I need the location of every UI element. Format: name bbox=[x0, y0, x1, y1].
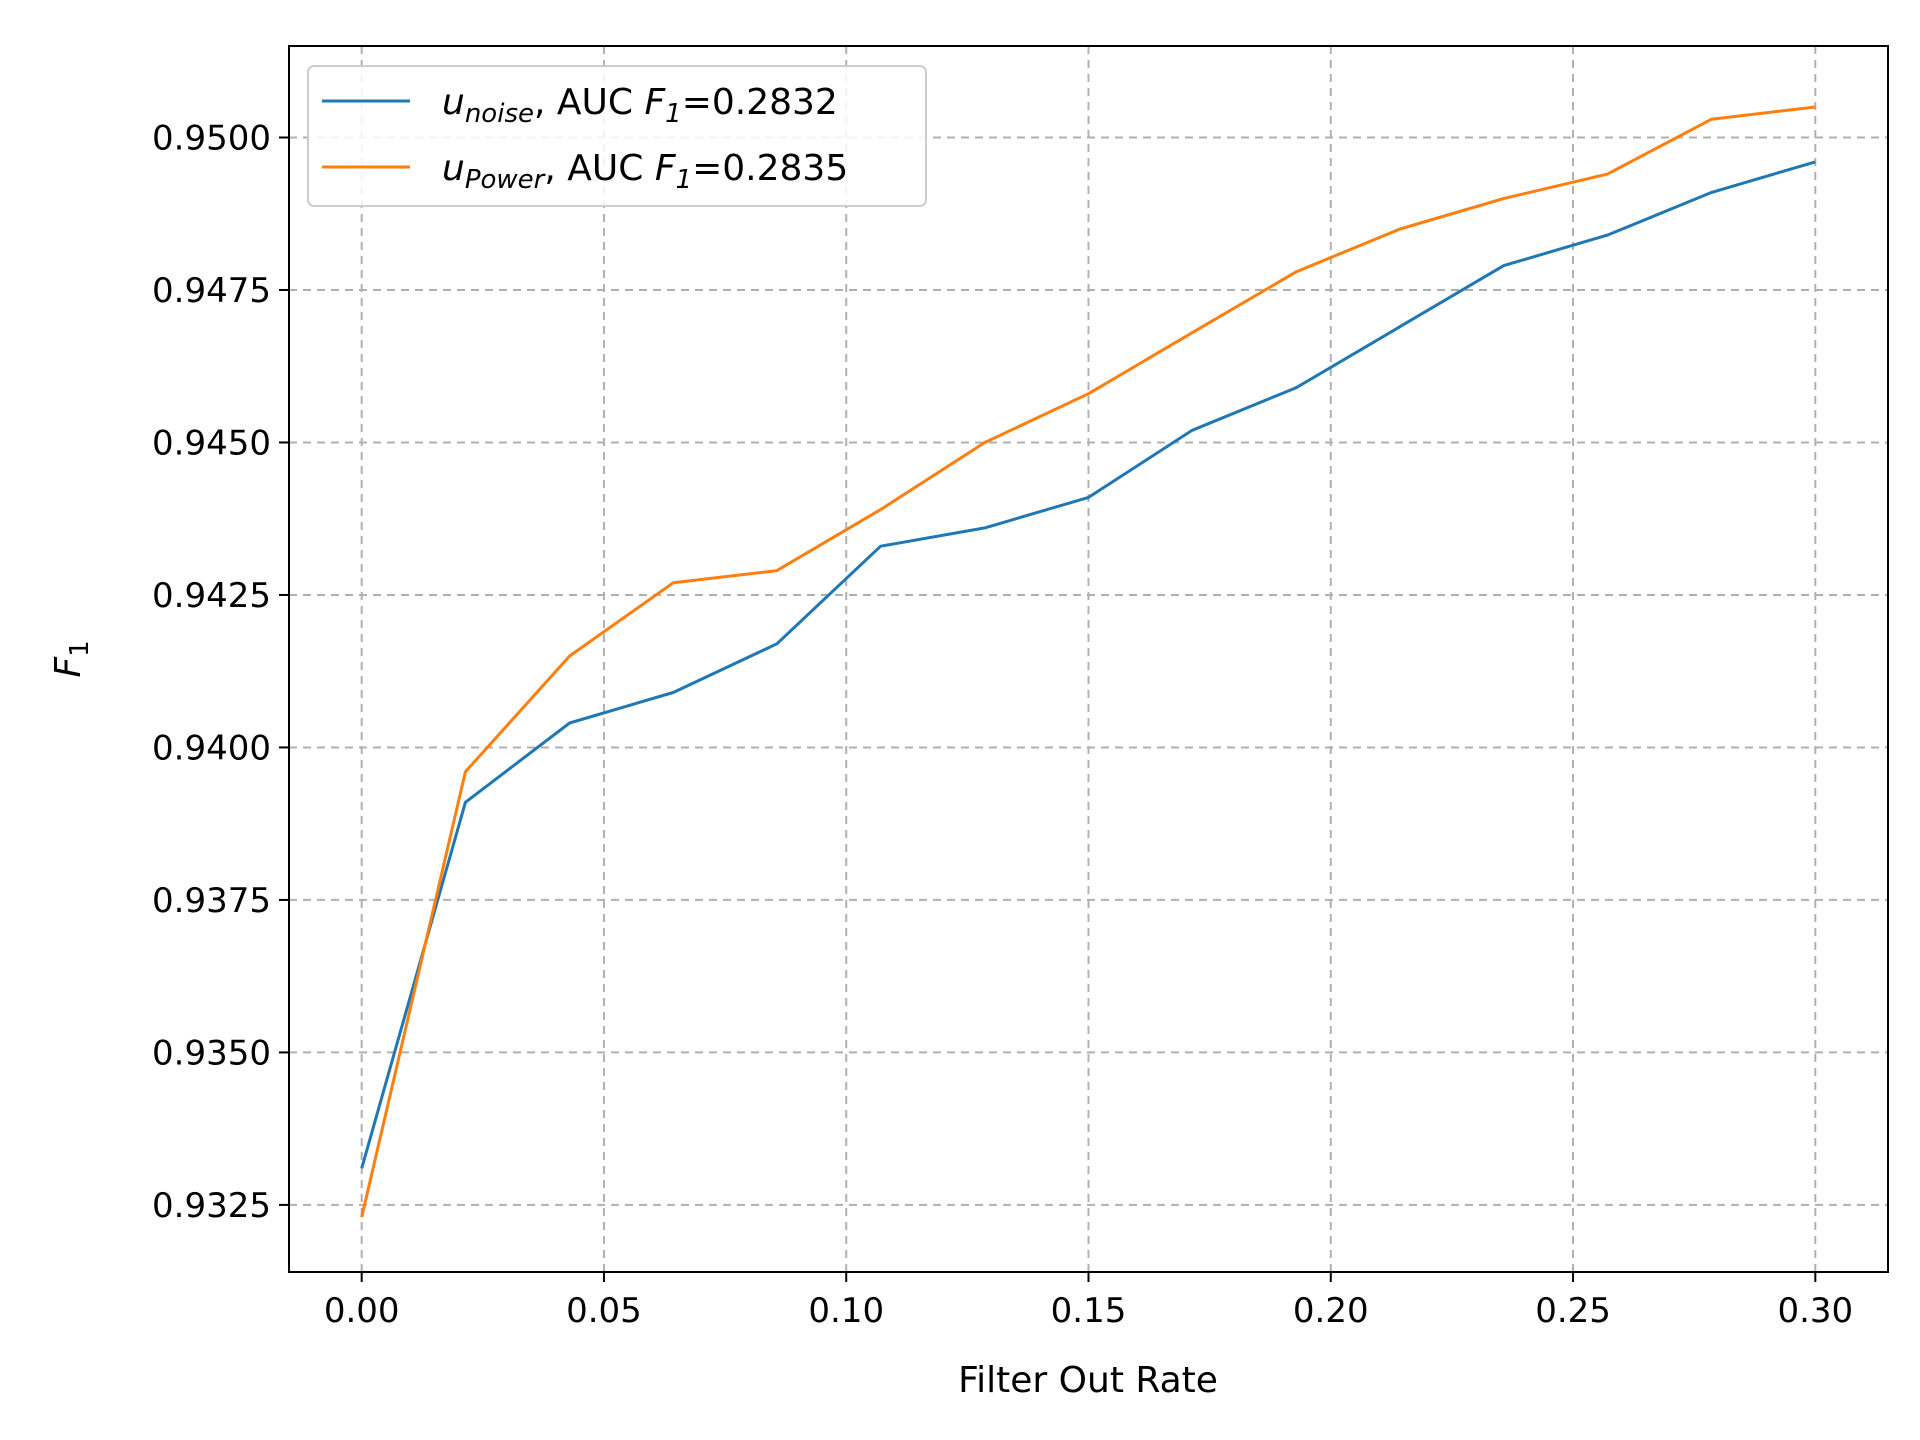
legend-name-rest: , AUC bbox=[534, 82, 644, 123]
y-axis-label-main: F bbox=[48, 656, 89, 678]
x-tick-label: 0.00 bbox=[324, 1291, 400, 1331]
y-tick-label: 0.9325 bbox=[152, 1186, 271, 1226]
y-axis-ticks: 0.9325 0.9350 0.9375 0.9400 0.9425 0.9450 0.94… bbox=[152, 118, 289, 1226]
legend-name-f: F bbox=[644, 82, 666, 123]
y-tick-label: 0.9350 bbox=[152, 1033, 271, 1073]
x-tick-label: 0.05 bbox=[566, 1291, 642, 1331]
series-line-power bbox=[360, 105, 1816, 1218]
legend-name-rest: , AUC bbox=[544, 148, 654, 189]
legend-label-power: uPower, AUC F1=0.2835 bbox=[442, 148, 848, 195]
y-tick-label: 0.9425 bbox=[152, 576, 271, 616]
x-tick-label: 0.10 bbox=[808, 1291, 884, 1331]
legend-name-f-sub: 1 bbox=[676, 165, 693, 195]
legend-name-sub: noise bbox=[465, 99, 534, 129]
legend-name-f: F bbox=[655, 148, 677, 189]
y-tick-label: 0.9500 bbox=[152, 118, 271, 158]
legend-name-sub: Power bbox=[465, 165, 547, 195]
y-tick-label: 0.9450 bbox=[152, 423, 271, 463]
x-axis-ticks: 0.00 0.05 0.10 0.15 0.20 0.25 0.30 bbox=[324, 1272, 1853, 1331]
legend-name-var: u bbox=[442, 82, 465, 123]
y-tick-label: 0.9375 bbox=[152, 881, 271, 921]
x-tick-label: 0.15 bbox=[1051, 1291, 1127, 1331]
legend-name-val: =0.2832 bbox=[682, 82, 838, 123]
x-axis-label: Filter Out Rate bbox=[958, 1360, 1218, 1401]
x-tick-label: 0.25 bbox=[1535, 1291, 1611, 1331]
x-tick-label: 0.20 bbox=[1293, 1291, 1369, 1331]
series-line-noise bbox=[360, 160, 1816, 1169]
legend-label-noise: unoise, AUC F1=0.2832 bbox=[442, 82, 838, 129]
y-axis-label-sub: 1 bbox=[65, 640, 95, 657]
y-tick-label: 0.9400 bbox=[152, 728, 271, 768]
legend-name-var: u bbox=[442, 148, 465, 189]
y-tick-label: 0.9475 bbox=[152, 271, 271, 311]
y-axis-label: F1 bbox=[48, 640, 95, 677]
legend-box bbox=[307, 65, 927, 207]
series-lines bbox=[360, 105, 1816, 1218]
legend-name-f-sub: 1 bbox=[665, 99, 682, 129]
x-tick-label: 0.30 bbox=[1777, 1291, 1853, 1331]
grid bbox=[289, 46, 1888, 1272]
legend-name-val: =0.2835 bbox=[692, 148, 848, 189]
